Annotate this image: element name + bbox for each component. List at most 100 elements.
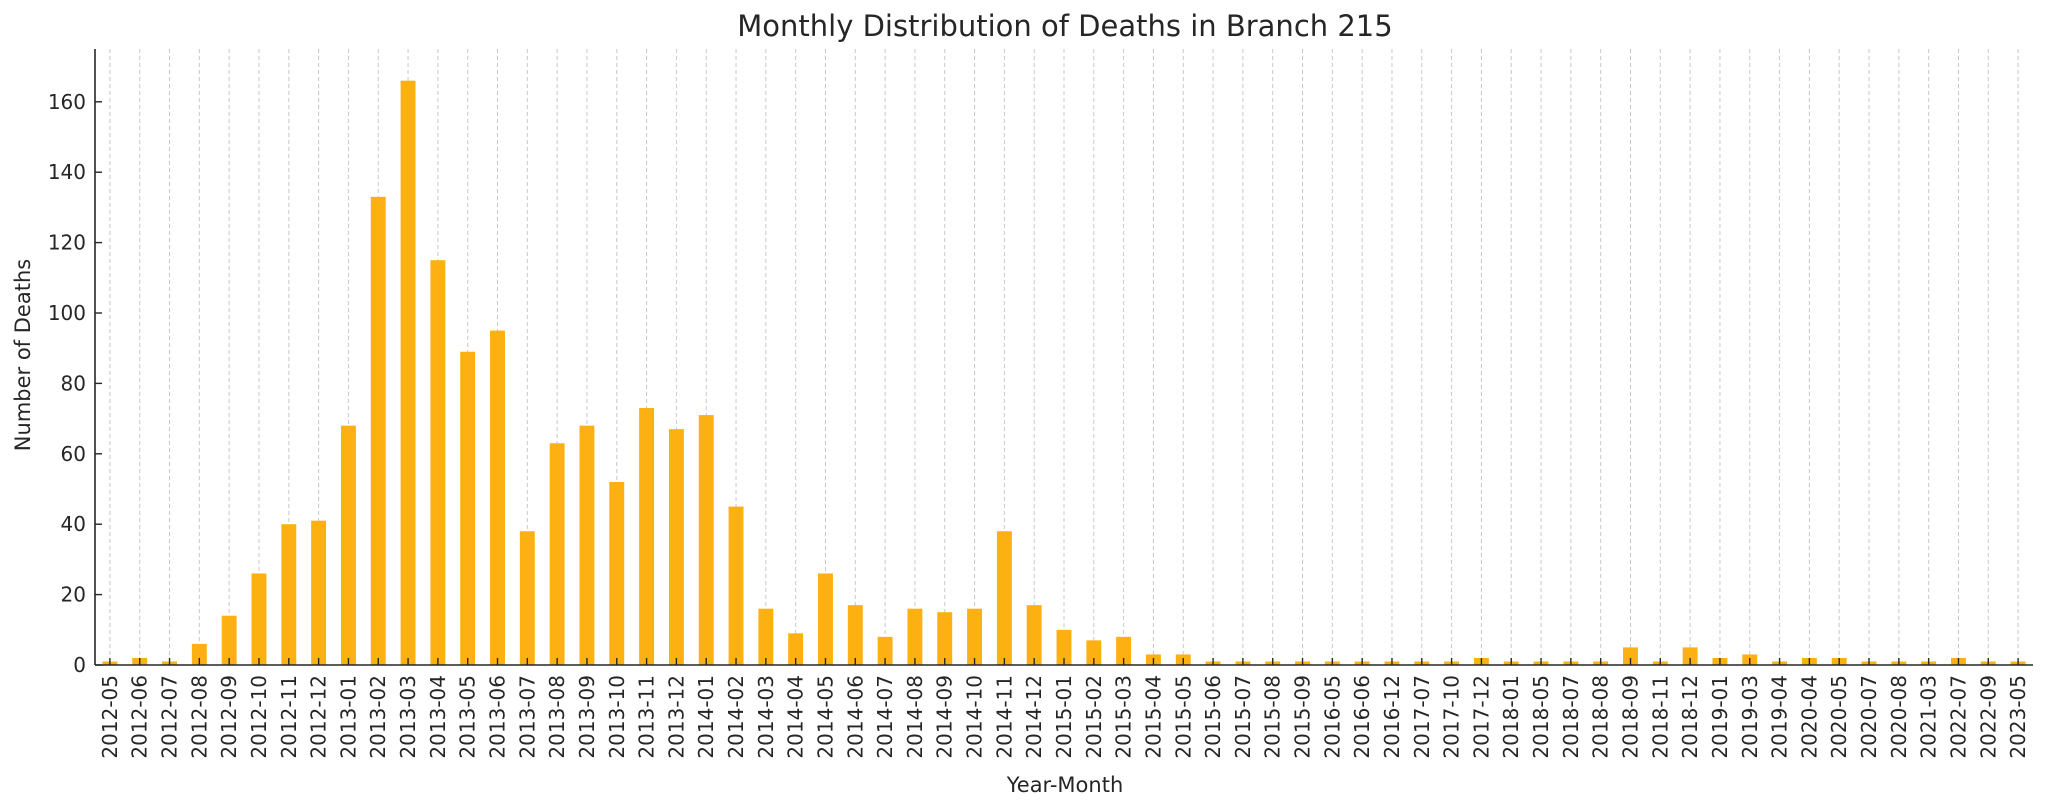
bar bbox=[1116, 636, 1132, 665]
x-tick-label: 2013-05 bbox=[456, 675, 480, 759]
x-tick-label: 2014-01 bbox=[694, 675, 718, 759]
x-tick-label: 2014-04 bbox=[784, 675, 808, 759]
x-tick-label: 2015-05 bbox=[1171, 675, 1195, 759]
x-tick-label: 2012-05 bbox=[98, 675, 122, 759]
bar bbox=[370, 196, 386, 665]
bar bbox=[788, 633, 804, 665]
y-tick-label: 100 bbox=[48, 301, 86, 325]
y-tick-label: 40 bbox=[61, 512, 86, 536]
bar bbox=[967, 608, 983, 665]
x-tick-label: 2020-07 bbox=[1857, 675, 1881, 759]
bar bbox=[340, 425, 356, 665]
x-tick-label: 2021-03 bbox=[1917, 675, 1941, 759]
x-axis-label: Year-Month bbox=[1006, 773, 1124, 797]
x-tick-label: 2012-09 bbox=[217, 675, 241, 759]
x-tick-label: 2018-08 bbox=[1589, 675, 1613, 759]
bar bbox=[400, 80, 416, 666]
bar bbox=[430, 260, 446, 665]
x-tick-label: 2014-06 bbox=[843, 675, 867, 759]
x-tick-label: 2023-05 bbox=[2006, 675, 2030, 759]
x-ticks: 2012-05 2012-06 2012-07 2012-08 2012-09 2012-… bbox=[98, 658, 2030, 759]
x-tick-label: 2013-07 bbox=[515, 675, 539, 759]
x-tick-label: 2015-04 bbox=[1141, 675, 1165, 759]
x-tick-label: 2013-10 bbox=[605, 675, 629, 759]
x-tick-label: 2014-05 bbox=[813, 675, 837, 759]
x-tick-label: 2018-01 bbox=[1499, 675, 1523, 759]
x-tick-label: 2013-02 bbox=[366, 675, 390, 759]
x-tick-label: 2015-01 bbox=[1052, 675, 1076, 759]
x-tick-label: 2015-09 bbox=[1291, 675, 1315, 759]
y-tick-label: 140 bbox=[48, 160, 86, 184]
bar bbox=[818, 573, 833, 665]
x-tick-label: 2016-05 bbox=[1320, 675, 1344, 759]
x-tick-label: 2013-08 bbox=[545, 675, 569, 759]
x-tick-label: 2014-03 bbox=[754, 675, 778, 759]
bar bbox=[996, 531, 1012, 665]
bar bbox=[460, 351, 476, 665]
x-tick-label: 2022-09 bbox=[1976, 675, 2000, 759]
x-tick-label: 2020-05 bbox=[1827, 675, 1851, 759]
bar bbox=[907, 608, 923, 665]
y-axis-label: Number of Deaths bbox=[11, 259, 35, 451]
x-tick-label: 2016-12 bbox=[1380, 675, 1404, 759]
x-tick-label: 2018-11 bbox=[1648, 675, 1672, 759]
x-tick-label: 2012-10 bbox=[247, 675, 271, 759]
x-tick-label: 2014-09 bbox=[933, 675, 957, 759]
x-tick-label: 2015-02 bbox=[1082, 675, 1106, 759]
x-tick-label: 2015-03 bbox=[1112, 675, 1136, 759]
bars bbox=[102, 80, 2026, 666]
bar bbox=[1026, 605, 1042, 665]
x-tick-label: 2014-07 bbox=[873, 675, 897, 759]
x-tick-label: 2020-08 bbox=[1887, 675, 1911, 759]
x-tick-label: 2013-03 bbox=[396, 675, 420, 759]
bar bbox=[1086, 640, 1102, 665]
bar bbox=[579, 425, 595, 665]
bar bbox=[937, 612, 953, 665]
x-tick-label: 2012-08 bbox=[187, 675, 211, 759]
x-tick-label: 2018-07 bbox=[1559, 675, 1583, 759]
x-tick-label: 2012-07 bbox=[158, 675, 182, 759]
bar bbox=[490, 330, 505, 665]
y-tick-label: 160 bbox=[48, 90, 86, 114]
bar bbox=[609, 481, 625, 665]
x-tick-label: 2015-08 bbox=[1261, 675, 1285, 759]
x-tick-label: 2018-12 bbox=[1678, 675, 1702, 759]
chart-title: Monthly Distribution of Deaths in Branch… bbox=[737, 9, 1392, 43]
bar bbox=[549, 443, 565, 665]
x-tick-label: 2013-09 bbox=[575, 675, 599, 759]
bar bbox=[519, 531, 535, 665]
x-tick-label: 2013-11 bbox=[635, 675, 659, 759]
bar bbox=[281, 524, 297, 665]
x-tick-label: 2013-12 bbox=[664, 675, 688, 759]
x-tick-label: 2019-03 bbox=[1738, 675, 1762, 759]
bar bbox=[668, 429, 684, 665]
y-tick-label: 60 bbox=[61, 442, 86, 466]
x-tick-label: 2013-04 bbox=[426, 675, 450, 759]
x-tick-label: 2018-09 bbox=[1618, 675, 1642, 759]
bar bbox=[877, 636, 893, 665]
bar bbox=[311, 520, 327, 665]
grid-lines bbox=[109, 49, 2019, 665]
bar bbox=[698, 415, 714, 665]
bar bbox=[191, 643, 207, 665]
x-tick-label: 2012-12 bbox=[307, 675, 331, 759]
y-tick-label: 80 bbox=[61, 371, 86, 395]
bar bbox=[251, 573, 267, 665]
bar bbox=[1623, 647, 1638, 665]
x-tick-label: 2012-06 bbox=[128, 675, 152, 759]
x-tick-label: 2022-07 bbox=[1946, 675, 1970, 759]
x-tick-label: 2012-11 bbox=[277, 675, 301, 759]
x-tick-label: 2013-01 bbox=[336, 675, 360, 759]
x-tick-label: 2019-04 bbox=[1768, 675, 1792, 759]
bar bbox=[221, 615, 237, 665]
bar bbox=[1682, 647, 1698, 665]
x-tick-label: 2017-10 bbox=[1440, 675, 1464, 759]
bar bbox=[1056, 629, 1072, 665]
x-tick-label: 2020-04 bbox=[1797, 675, 1821, 759]
y-tick-label: 0 bbox=[73, 653, 86, 677]
y-tick-label: 120 bbox=[48, 231, 86, 255]
x-tick-label: 2015-06 bbox=[1201, 675, 1225, 759]
x-tick-label: 2014-12 bbox=[1022, 675, 1046, 759]
x-tick-label: 2017-07 bbox=[1410, 675, 1434, 759]
x-tick-label: 2013-06 bbox=[486, 675, 510, 759]
